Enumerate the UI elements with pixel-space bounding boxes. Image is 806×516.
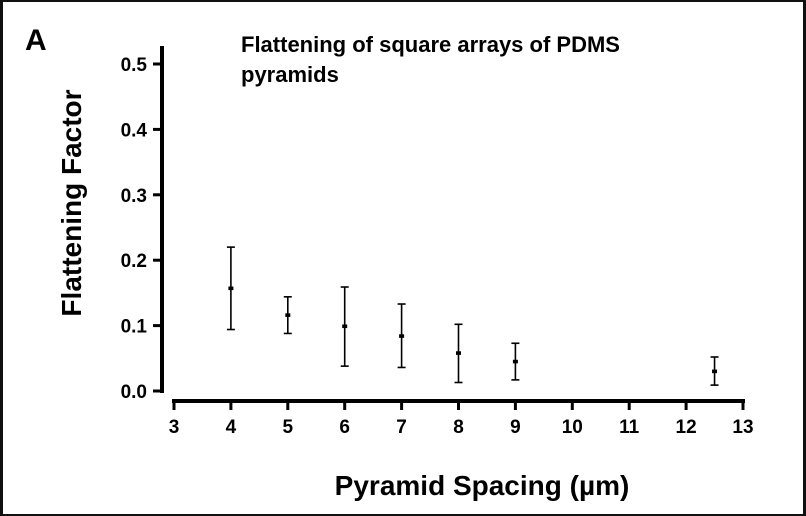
data-point-group	[397, 303, 406, 369]
x-tick-label: 7	[396, 417, 407, 438]
x-tick-label: 11	[619, 417, 640, 438]
data-point-group	[340, 286, 349, 367]
y-tick-label: 0.1	[121, 317, 148, 338]
y-tick-label: 0.0	[121, 382, 147, 403]
y-tick-label: 0.2	[121, 251, 147, 272]
x-tick-label: 8	[453, 417, 464, 438]
x-tick-label: 9	[510, 417, 521, 438]
data-point-group	[226, 246, 235, 331]
x-tick-label: 10	[562, 417, 583, 438]
x-axis-title: Pyramid Spacing (µm)	[335, 470, 630, 501]
data-point	[228, 286, 234, 291]
data-point	[285, 313, 291, 317]
data-point-group	[511, 342, 520, 381]
axis-ticks: 0.0 0.1 0.2 0.3 0.4 0.5 3 4 5 6 7 8 9 10 11 12 13	[121, 55, 754, 438]
y-tick-label: 0.4	[121, 120, 148, 141]
y-tick-label: 0.3	[121, 186, 147, 207]
x-tick-label: 4	[226, 417, 237, 438]
data-point-group	[710, 356, 719, 386]
chart-title-line-2: pyramids	[241, 62, 339, 87]
data-point-group	[454, 323, 463, 384]
y-axis-title: Flattening Factor	[56, 89, 87, 316]
x-tick-label: 13	[732, 417, 753, 438]
data-point	[342, 324, 348, 329]
data-point	[712, 369, 718, 374]
chart-title-line-1: Flattening of square arrays of PDMS	[241, 32, 620, 57]
data-points	[226, 246, 719, 386]
data-point-group	[283, 296, 292, 335]
x-tick-label: 3	[169, 417, 180, 438]
x-tick-label: 6	[339, 417, 350, 438]
x-tick-label: 5	[283, 417, 294, 438]
x-tick-label: 12	[676, 417, 697, 438]
data-point	[456, 351, 461, 355]
axes	[160, 46, 745, 403]
data-point	[512, 359, 518, 364]
data-point	[399, 334, 405, 338]
y-tick-label: 0.5	[121, 55, 148, 76]
scatter-chart: A Flattening of square arrays of PDMS py…	[25, 24, 754, 501]
panel-label: A	[25, 24, 47, 57]
